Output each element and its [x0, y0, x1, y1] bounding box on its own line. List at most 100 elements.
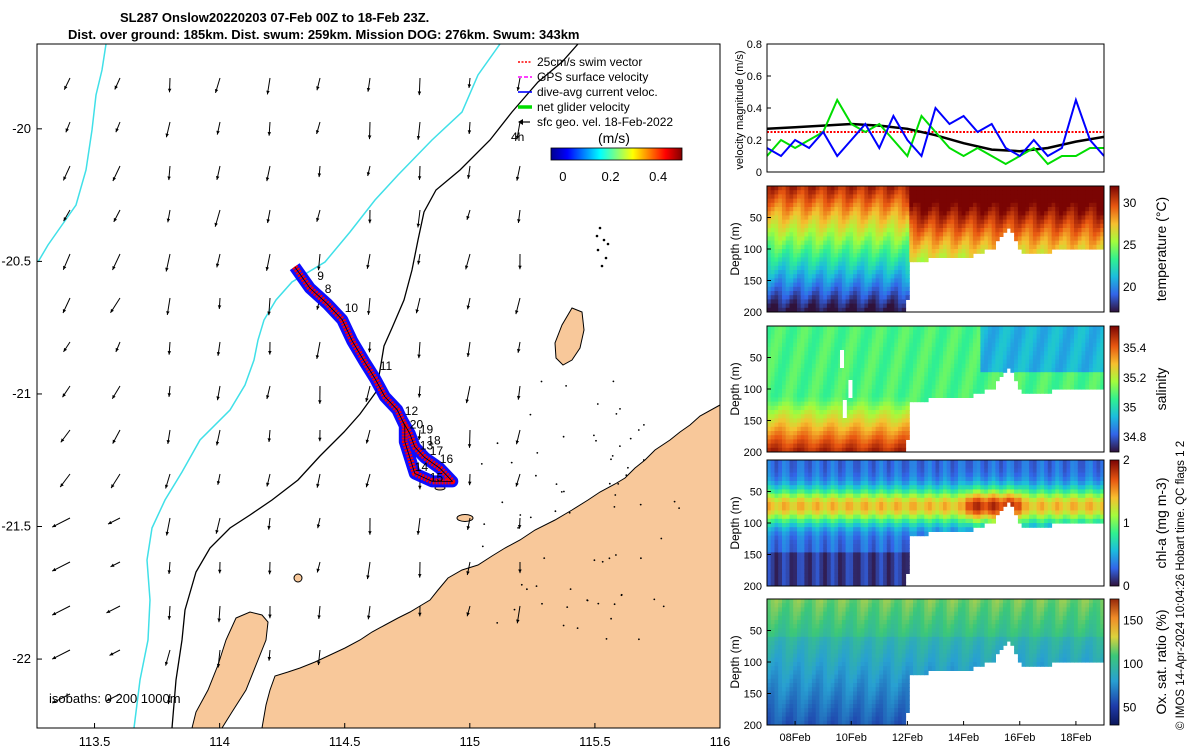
section-cell	[962, 393, 966, 398]
section-cell	[849, 207, 853, 212]
section-cell	[782, 224, 786, 229]
section-cell	[846, 444, 850, 449]
section-cell	[819, 381, 823, 386]
section-cell	[838, 220, 842, 225]
section-cell	[831, 274, 835, 279]
section-cell	[812, 578, 816, 583]
section-cell	[808, 287, 812, 292]
section-cell	[1074, 351, 1078, 356]
section-cell	[823, 291, 827, 296]
section-cell	[1097, 364, 1101, 369]
section-cell	[898, 186, 902, 191]
section-cell	[767, 368, 771, 373]
section-cell	[966, 186, 970, 191]
section-cell	[823, 203, 827, 208]
section-cell	[894, 228, 898, 233]
section-cell	[883, 236, 887, 241]
section-cell	[1059, 381, 1063, 386]
section-cell	[906, 435, 910, 440]
section-cell	[1078, 190, 1082, 195]
section-cell	[898, 249, 902, 254]
section-cell	[1040, 199, 1044, 204]
section-cell	[1089, 190, 1093, 195]
section-cell	[876, 423, 880, 428]
section-cell	[775, 527, 779, 532]
section-cell	[1085, 190, 1089, 195]
section-cell	[973, 220, 977, 225]
section-cell	[1070, 241, 1074, 246]
section-cell	[894, 199, 898, 204]
section-cell	[790, 249, 794, 254]
section-cell	[786, 199, 790, 204]
section-cell	[834, 498, 838, 503]
section-cell	[906, 360, 910, 365]
section-cell	[988, 339, 992, 344]
section-cell	[1078, 376, 1082, 381]
section-cell	[969, 199, 973, 204]
section-cell	[801, 481, 805, 486]
section-cell	[793, 207, 797, 212]
section-cell	[891, 287, 895, 292]
section-cell	[966, 215, 970, 220]
section-cell	[891, 339, 895, 344]
section-cell	[801, 494, 805, 499]
section-cell	[804, 351, 808, 356]
section-cell	[1055, 224, 1059, 229]
section-cell	[808, 343, 812, 348]
section-cell	[917, 190, 921, 195]
section-cell	[906, 274, 910, 279]
section-cell	[801, 531, 805, 536]
section-cell	[816, 397, 820, 402]
section-cell	[775, 186, 779, 191]
section-cell	[804, 326, 808, 331]
section-cell	[1085, 381, 1089, 386]
section-cell	[936, 228, 940, 233]
section-cell	[1044, 360, 1048, 365]
section-cell	[958, 224, 962, 229]
section-cell	[786, 270, 790, 275]
section-cell	[771, 194, 775, 199]
geo-velocity-arrowhead	[466, 399, 469, 403]
section-cell	[928, 236, 932, 241]
section-cell	[786, 439, 790, 444]
section-cell	[891, 270, 895, 275]
section-cell	[954, 220, 958, 225]
section-cell	[771, 364, 775, 369]
section-cell	[954, 355, 958, 360]
section-cell	[947, 190, 951, 195]
section-cell	[801, 186, 805, 191]
section-cell	[827, 266, 831, 271]
section-cell	[793, 460, 797, 465]
section-cell	[786, 498, 790, 503]
section-cell	[951, 364, 955, 369]
section-cell	[804, 423, 808, 428]
section-cell	[1055, 385, 1059, 390]
section-cell	[1089, 385, 1093, 390]
section-cell	[1014, 376, 1018, 381]
section-cell	[924, 199, 928, 204]
section-cell	[879, 376, 883, 381]
section-cell	[771, 427, 775, 432]
section-cell	[831, 494, 835, 499]
section-cell	[894, 410, 898, 415]
section-cell	[857, 385, 861, 390]
section-cell	[782, 397, 786, 402]
section-cell	[1025, 186, 1029, 191]
section-cell	[924, 334, 928, 339]
section-cell	[816, 468, 820, 473]
section-cell	[827, 569, 831, 574]
section-cell	[823, 418, 827, 423]
section-cell	[891, 199, 895, 204]
section-cell	[797, 481, 801, 486]
section-cell	[1070, 194, 1074, 199]
x-tick-label: 114.5	[329, 734, 361, 749]
section-cell	[793, 414, 797, 419]
section-cell	[827, 439, 831, 444]
section-cell	[1074, 203, 1078, 208]
section-cell	[902, 423, 906, 428]
section-cell	[1040, 224, 1044, 229]
section-cell	[1097, 194, 1101, 199]
section-cell	[861, 211, 865, 216]
section-cell	[1059, 334, 1063, 339]
section-cell	[790, 573, 794, 578]
